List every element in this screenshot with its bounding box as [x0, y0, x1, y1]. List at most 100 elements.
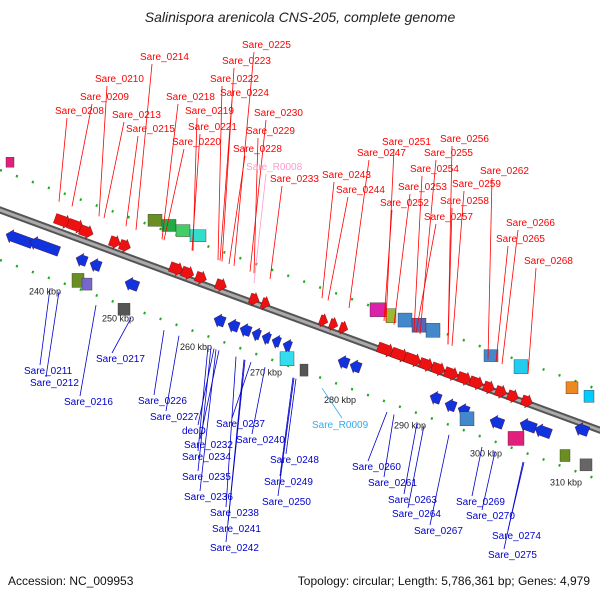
forward-label-leader: [419, 159, 437, 335]
forward-gene-arrow: [338, 320, 349, 335]
reverse-gene-arrow: [282, 339, 293, 353]
reverse-gene-arrow: [271, 334, 282, 349]
forward-gene-arrow: [418, 357, 434, 372]
reverse-label-leader: [407, 425, 425, 509]
feature-box: [175, 224, 191, 237]
forward-gene-label: Sare_0228: [233, 144, 282, 155]
genome-title: Salinispora arenicola CNS-205, complete …: [144, 9, 456, 25]
forward-gene-arrow: [468, 375, 484, 391]
feature-box: [279, 351, 295, 366]
forward-label-leader: [217, 85, 223, 261]
feature-box: [189, 229, 207, 242]
reverse-gene-label: Sare_0216: [64, 397, 113, 408]
forward-gene-arrow: [108, 235, 121, 250]
reverse-gene-arrow: [534, 423, 553, 439]
reverse-gene-label: deoD: [182, 426, 206, 437]
reverse-gene-arrow: [519, 417, 538, 434]
forward-gene-label: Sare_0255: [424, 148, 473, 159]
forward-gene-label: Sare_0257: [424, 212, 473, 223]
reverse-gene-label: Sare_0267: [414, 526, 463, 537]
feature-box: [507, 431, 525, 446]
reverse-gene-arrow: [213, 313, 227, 328]
forward-gene-label: Sare_0214: [140, 52, 189, 63]
reverse-gene-label: Sare_0237: [216, 419, 265, 430]
forward-gene-label: Sare_0259: [452, 179, 501, 190]
forward-label-leader: [135, 63, 153, 230]
reverse-gene-label: Sare_0211: [24, 366, 73, 377]
rna-label-leader: [253, 173, 267, 284]
forward-label-leader: [269, 185, 283, 280]
forward-label-leader: [71, 103, 93, 207]
reverse-label-leader: [285, 378, 297, 455]
forward-gene-label: Sare_0220: [172, 137, 221, 148]
forward-gene-arrow: [260, 295, 271, 310]
reverse-label-leader: [367, 411, 388, 462]
forward-gene-arrow: [520, 394, 533, 409]
reverse-gene-label: Sare_0240: [236, 435, 285, 446]
forward-gene-arrow: [506, 389, 519, 404]
forward-gene-label: Sare_0253: [398, 182, 447, 193]
reverse-gene-label: Sare_0236: [184, 492, 233, 503]
forward-gene-label: Sare_0221: [188, 122, 237, 133]
reverse-gene-arrow: [337, 355, 351, 370]
forward-gene-label: Sare_0222: [210, 74, 259, 85]
reverse-label-leader: [197, 348, 215, 426]
feature-box: [81, 277, 93, 291]
forward-label-leader: [447, 207, 453, 345]
forward-gene-label: Sare_0268: [524, 256, 573, 267]
reverse-label-leader: [197, 346, 209, 452]
reverse-gene-arrow: [251, 327, 262, 342]
reverse-gene-arrow: [5, 229, 35, 249]
reverse-gene-label: Sare_0249: [264, 477, 313, 488]
reverse-label-leader: [403, 422, 418, 495]
reverse-label-leader: [503, 461, 524, 550]
forward-label-leader: [327, 196, 349, 301]
forward-label-leader: [321, 181, 335, 299]
reverse-gene-arrow: [429, 390, 443, 405]
reverse-label-leader: [111, 317, 132, 354]
forward-gene-label: Sare_0244: [336, 185, 385, 196]
forward-gene-label: Sare_0210: [95, 74, 144, 85]
forward-label-leader: [501, 229, 519, 365]
reverse-gene-label: Sare_0238: [210, 508, 259, 519]
scale-tick-label: 310 kbp: [550, 478, 582, 488]
reverse-gene-arrow: [239, 323, 253, 338]
feature-box: [579, 458, 593, 472]
forward-label-leader: [413, 175, 423, 332]
scale-tick-label: 240 kbp: [29, 287, 61, 297]
scale-tick-label: 260 kbp: [180, 342, 212, 352]
reverse-gene-label: Sare_0212: [30, 378, 79, 389]
forward-gene-label: Sare_0266: [506, 218, 555, 229]
forward-gene-arrow: [430, 361, 446, 377]
forward-label-leader: [58, 117, 68, 202]
accession-text: Accession: NC_009953: [8, 574, 134, 588]
forward-gene-label: Sare_0215: [126, 124, 175, 135]
forward-label-leader: [393, 193, 411, 325]
reverse-label-leader: [383, 414, 395, 478]
forward-gene-label: Sare_0213: [112, 110, 161, 121]
forward-gene-label: Sare_0209: [80, 92, 129, 103]
reverse-label-leader: [471, 446, 483, 497]
forward-label-leader: [233, 51, 255, 266]
forward-gene-label: Sare_0230: [254, 108, 303, 119]
feature-box: [483, 349, 499, 362]
reverse-gene-label: Sare_0250: [262, 497, 311, 508]
forward-gene-label: Sare_0251: [382, 137, 431, 148]
forward-label-leader: [163, 148, 185, 241]
forward-label-leader: [125, 135, 139, 227]
reverse-gene-arrow: [444, 398, 458, 413]
reverse-gene-label: Sare_0248: [270, 455, 319, 466]
feature-box: [459, 411, 475, 427]
reverse-gene-label: Sare_0242: [210, 543, 259, 554]
scale-tick-label: 290 kbp: [394, 420, 426, 430]
reverse-label-leader: [45, 291, 60, 378]
reverse-label-leader: [165, 335, 180, 412]
forward-label-leader: [487, 177, 493, 360]
reverse-label-leader: [199, 349, 217, 492]
reverse-gene-label: Sare_0241: [212, 524, 261, 535]
reverse-gene-arrow: [75, 253, 89, 267]
forward-gene-label: Sare_0224: [220, 88, 269, 99]
reverse-label-leader: [197, 347, 212, 472]
forward-gene-arrow: [494, 384, 507, 399]
